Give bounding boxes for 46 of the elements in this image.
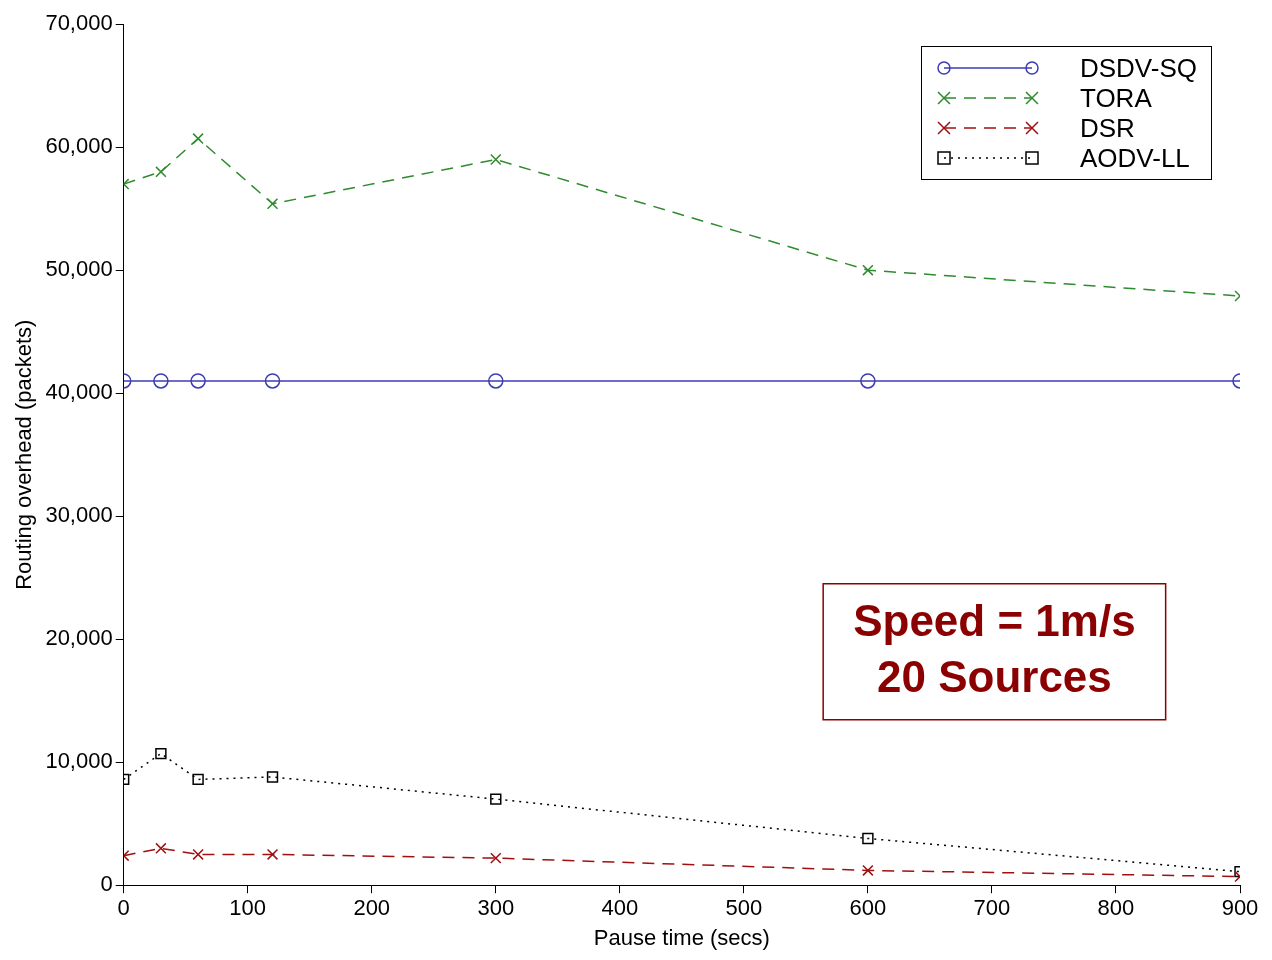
y-tick-label: 10,000 (45, 748, 113, 774)
x-tick-label: 700 (973, 895, 1011, 921)
y-tick-label: 0 (100, 871, 113, 897)
x-tick-label: 400 (601, 895, 639, 921)
x-tick-label: 200 (353, 895, 391, 921)
point (155, 166, 167, 178)
point (190, 373, 206, 389)
point (490, 153, 502, 166)
point (264, 373, 281, 389)
y-tick-label: 60,000 (45, 133, 113, 159)
legend-label: AODV-LL (1079, 142, 1190, 174)
x-axis-title: Pause time (secs) (593, 924, 770, 950)
point (192, 773, 204, 786)
point (862, 264, 874, 276)
y-axis-title: Routing overhead (packets) (11, 319, 37, 590)
x-tick-label: 500 (725, 895, 763, 921)
point (490, 852, 502, 864)
x-tick-label: 100 (229, 895, 267, 921)
y-tick-label: 20,000 (45, 625, 113, 651)
point (862, 864, 874, 877)
annotation: Speed = 1m/s (853, 595, 1136, 645)
annotation: 20 Sources (877, 651, 1112, 701)
legend-label: DSR (1079, 112, 1135, 144)
legend-label: DSDV-SQ (1079, 52, 1197, 84)
y-tick-label: 50,000 (45, 256, 113, 282)
point (266, 848, 279, 861)
point (860, 373, 876, 389)
y-tick-label: 30,000 (45, 502, 113, 528)
y-tick-label: 70,000 (45, 10, 113, 36)
point (862, 832, 874, 845)
point (488, 373, 504, 389)
x-tick-label: 800 (1097, 895, 1135, 921)
x-tick-label: 300 (477, 895, 515, 921)
point (266, 198, 279, 210)
point (155, 747, 167, 760)
point (490, 793, 502, 805)
legend-label: TORA (1079, 82, 1152, 114)
x-tick-label: 600 (849, 895, 887, 921)
point (192, 848, 204, 861)
point (153, 373, 169, 389)
x-tick-label: 900 (1221, 895, 1259, 921)
point (266, 771, 279, 783)
point (155, 842, 167, 854)
x-tick-label: 0 (117, 895, 130, 921)
y-tick-label: 40,000 (45, 379, 113, 405)
point (192, 132, 204, 145)
